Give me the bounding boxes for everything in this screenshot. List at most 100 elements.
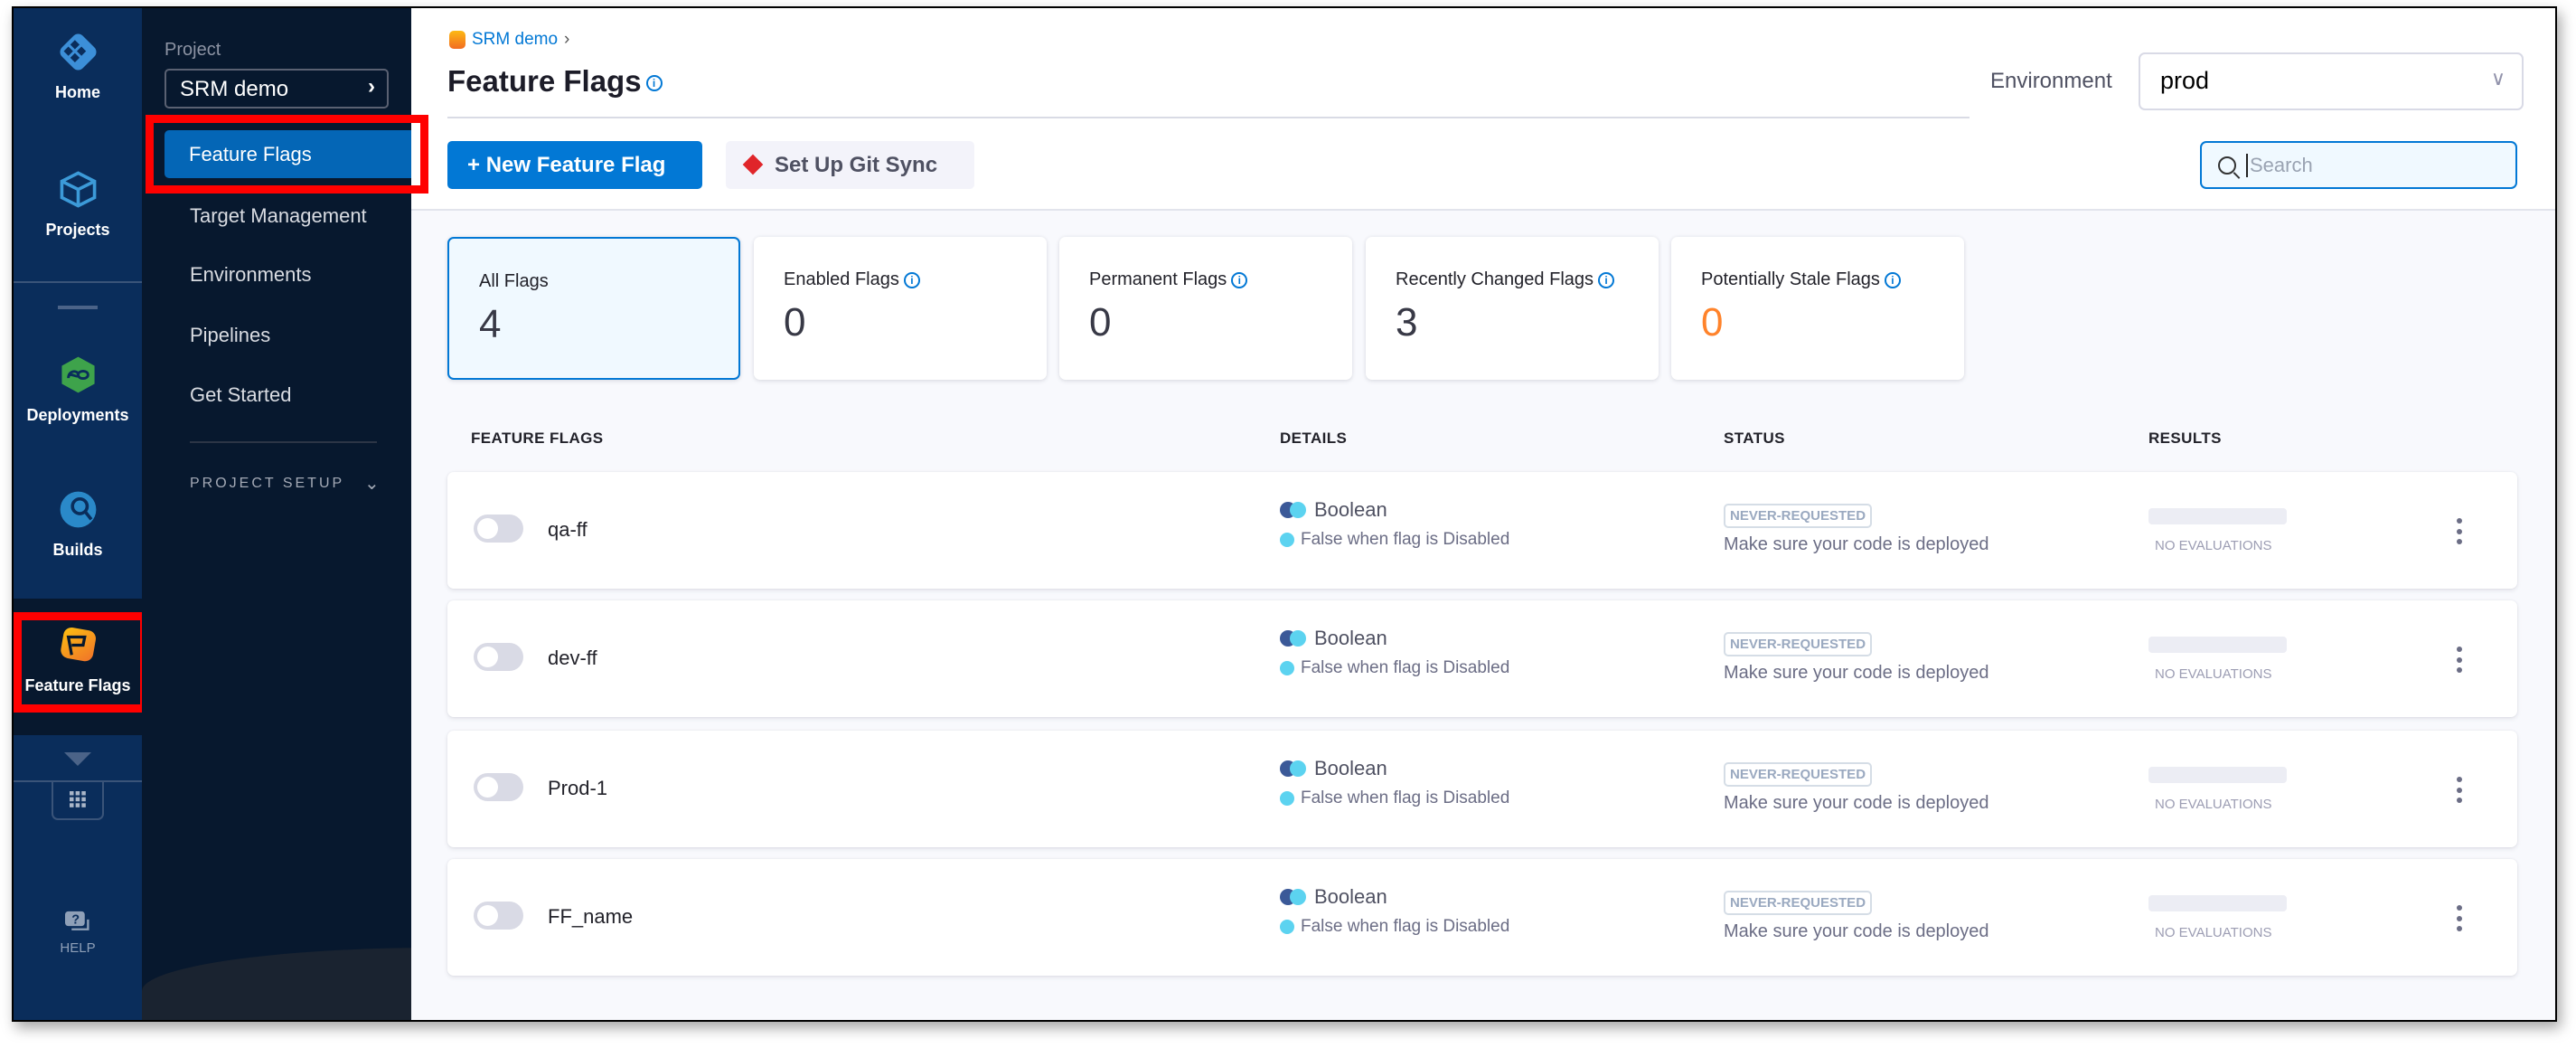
table-row[interactable]: Prod-1 Boolean False when flag is Disabl… (447, 731, 2517, 847)
flag-default: False when flag is Disabled (1280, 530, 1509, 550)
flag-name[interactable]: qa-ff (548, 518, 588, 541)
project-nav-environments[interactable]: Environments (190, 263, 312, 286)
flag-default-text: False when flag is Disabled (1301, 530, 1510, 549)
table-row[interactable]: qa-ff Boolean False when flag is Disable… (447, 472, 2517, 589)
column-header-details: DETAILS (1280, 430, 1348, 447)
status-text: Make sure your code is deployed (1724, 921, 1989, 941)
main-content: SRM demo › Feature Flags i Environment pro… (411, 8, 2555, 1020)
project-setup-toggle[interactable]: PROJECT SETUP ⌄ (190, 474, 380, 494)
card-label: Permanent Flags (1089, 269, 1227, 289)
flag-type: Boolean (1280, 885, 1387, 909)
git-sync-button[interactable]: Set Up Git Sync (726, 141, 974, 189)
nav-feature-flags-label: Feature Flags (24, 676, 131, 694)
results-bar (2148, 895, 2287, 911)
flag-toggle[interactable] (474, 515, 523, 543)
breadcrumb-project[interactable]: SRM demo (472, 30, 559, 49)
project-nav-label: Feature Flags (189, 143, 312, 165)
text-cursor (2246, 153, 2248, 177)
primary-nav: Home Projects Deployments Builds Feature… (14, 8, 148, 1020)
info-icon[interactable]: i (1598, 271, 1615, 288)
variation-dot-icon (1280, 920, 1294, 934)
search-input[interactable]: Search (2200, 141, 2517, 189)
results-text: NO EVALUATIONS (2155, 797, 2272, 812)
nav-feature-flags[interactable]: Feature Flags (14, 624, 142, 695)
flag-default: False when flag is Disabled (1280, 788, 1509, 808)
help-icon: ? (64, 911, 89, 930)
flag-name[interactable]: dev-ff (548, 647, 597, 669)
project-name: SRM demo (180, 77, 289, 101)
git-icon (742, 154, 764, 175)
builds-icon (60, 491, 96, 528)
help-button[interactable]: ? HELP (14, 910, 142, 956)
breadcrumb[interactable]: SRM demo › (449, 30, 569, 50)
flag-type-label: Boolean (1314, 885, 1387, 908)
card-value: 0 (1089, 300, 1112, 345)
nav-builds[interactable]: Builds (14, 488, 142, 560)
flag-name[interactable]: Prod-1 (548, 777, 608, 799)
nav-home[interactable]: Home (14, 31, 142, 102)
project-nav-pipelines[interactable]: Pipelines (190, 324, 271, 346)
all-modules-button[interactable] (52, 780, 104, 820)
grid-icon (70, 791, 86, 807)
flag-toggle[interactable] (474, 643, 523, 671)
new-feature-flag-button[interactable]: + New Feature Flag (447, 141, 702, 189)
card-value: 0 (784, 300, 806, 345)
more-options-icon[interactable] (2454, 905, 2464, 931)
status-badge: NEVER-REQUESTED (1724, 632, 1873, 656)
info-icon[interactable]: i (903, 271, 920, 288)
variation-dot-icon (1280, 533, 1294, 547)
card-enabled-flags[interactable]: Enabled Flags i 0 (754, 237, 1047, 380)
card-all-flags[interactable]: All Flags 4 (447, 237, 740, 380)
nav-projects-label: Projects (45, 221, 110, 239)
card-recently-changed-flags[interactable]: Recently Changed Flags i 3 (1366, 237, 1659, 380)
results-bar (2148, 767, 2287, 783)
project-nav: Project SRM demo › Feature Flags Target … (142, 8, 411, 1020)
flag-toggle[interactable] (474, 902, 523, 930)
chevron-down-icon: ⌄ (364, 474, 382, 494)
flag-type: Boolean (1280, 627, 1387, 650)
status-badge: NEVER-REQUESTED (1724, 762, 1873, 787)
project-selector[interactable]: SRM demo › (165, 69, 389, 109)
nav-divider (14, 780, 142, 782)
card-potentially-stale-flags[interactable]: Potentially Stale Flags i 0 (1671, 237, 1964, 380)
nav-builds-label: Builds (52, 541, 103, 559)
flag-default: False when flag is Disabled (1280, 917, 1509, 937)
flag-default-text: False when flag is Disabled (1301, 917, 1510, 936)
card-label: Recently Changed Flags (1396, 269, 1594, 289)
more-options-icon[interactable] (2454, 518, 2464, 544)
flag-name[interactable]: FF_name (548, 905, 634, 928)
boolean-icon (1280, 889, 1306, 905)
expand-triangle-icon[interactable] (64, 752, 91, 766)
environment-select[interactable]: prod ∨ (2139, 52, 2524, 110)
flag-default: False when flag is Disabled (1280, 658, 1509, 678)
nav-deployments[interactable]: Deployments (14, 354, 142, 425)
nav-projects[interactable]: Projects (14, 168, 142, 240)
header-divider (447, 117, 1970, 118)
status-text: Make sure your code is deployed (1724, 663, 1989, 683)
card-permanent-flags[interactable]: Permanent Flags i 0 (1059, 237, 1352, 380)
chevron-down-icon: ∨ (2490, 67, 2505, 90)
more-options-icon[interactable] (2454, 647, 2464, 673)
flag-type-label: Boolean (1314, 627, 1387, 649)
status-badge: NEVER-REQUESTED (1724, 504, 1873, 528)
project-nav-target-management[interactable]: Target Management (190, 204, 367, 227)
more-options-icon[interactable] (2454, 777, 2464, 803)
info-icon[interactable]: i (645, 75, 663, 92)
new-feature-flag-label: New Feature Flag (485, 153, 666, 177)
decorative-hill (142, 948, 411, 1020)
info-icon[interactable]: i (1884, 271, 1901, 288)
project-logo-icon (449, 31, 465, 49)
harness-home-icon (59, 33, 97, 71)
table-row[interactable]: dev-ff Boolean False when flag is Disabl… (447, 600, 2517, 717)
flag-type-label: Boolean (1314, 498, 1387, 521)
results-bar (2148, 508, 2287, 524)
project-nav-get-started[interactable]: Get Started (190, 383, 292, 406)
flag-toggle[interactable] (474, 773, 523, 801)
project-nav-feature-flags[interactable]: Feature Flags (165, 130, 411, 178)
cube-icon (60, 171, 96, 208)
flag-type-label: Boolean (1314, 757, 1387, 779)
nav-deployments-label: Deployments (26, 406, 129, 424)
project-label: Project (165, 40, 221, 60)
info-icon[interactable]: i (1231, 271, 1248, 288)
table-row[interactable]: FF_name Boolean False when flag is Disab… (447, 859, 2517, 976)
